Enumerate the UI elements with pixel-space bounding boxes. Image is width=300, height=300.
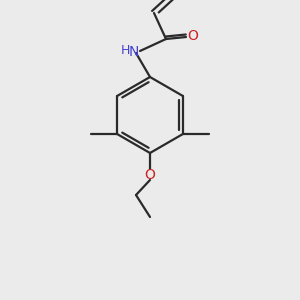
Text: O: O: [145, 168, 155, 182]
Text: H: H: [120, 44, 130, 56]
Text: O: O: [188, 29, 198, 43]
Text: N: N: [129, 45, 139, 59]
